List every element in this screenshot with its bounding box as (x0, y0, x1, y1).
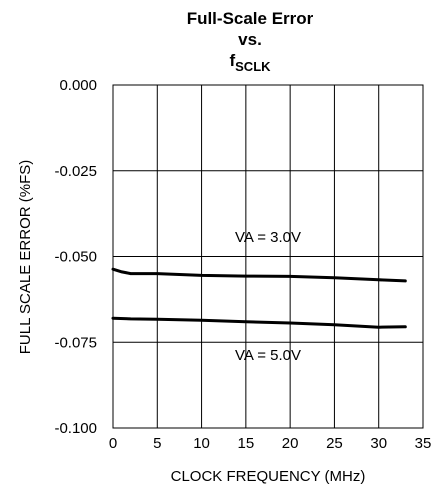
x-tick-label: 20 (282, 435, 299, 452)
series-line-2 (111, 316, 407, 329)
chart-title-line-3: fSCLK (229, 51, 271, 74)
x-tick-label: 30 (370, 435, 387, 452)
x-axis-label: CLOCK FREQUENCY (MHz) (171, 468, 366, 485)
series-layer (111, 267, 407, 329)
grid (112, 84, 424, 429)
series-line-1 (111, 267, 407, 283)
y-tick-label: -0.075 (54, 334, 97, 351)
annotation-va-3v: VA = 3.0V (235, 229, 301, 246)
tick-labels: 0 5 10 15 20 25 30 35 0.000 -0.025 -0.050 -0.075 -0.… (54, 77, 431, 452)
chart-title-line-1: Full-Scale Error (187, 9, 314, 28)
x-tick-label: 0 (109, 435, 117, 452)
x-tick-label: 25 (326, 435, 343, 452)
y-tick-label: -0.025 (54, 163, 97, 180)
annotation-va-5v: VA = 5.0V (235, 347, 301, 364)
x-tick-label: 35 (415, 435, 432, 452)
y-tick-label: -0.050 (54, 249, 97, 266)
y-tick-label: 0.000 (59, 77, 97, 94)
chart-title-line-2: vs. (238, 30, 262, 49)
x-tick-label: 15 (238, 435, 255, 452)
plot-frame (112, 84, 424, 429)
y-tick-label: -0.100 (54, 420, 97, 437)
chart-title-subscript: SCLK (235, 59, 271, 74)
x-tick-label: 10 (193, 435, 210, 452)
chart-title-f: f (229, 51, 235, 70)
y-axis-label: FULL SCALE ERROR (%FS) (17, 160, 34, 354)
x-tick-label: 5 (153, 435, 161, 452)
